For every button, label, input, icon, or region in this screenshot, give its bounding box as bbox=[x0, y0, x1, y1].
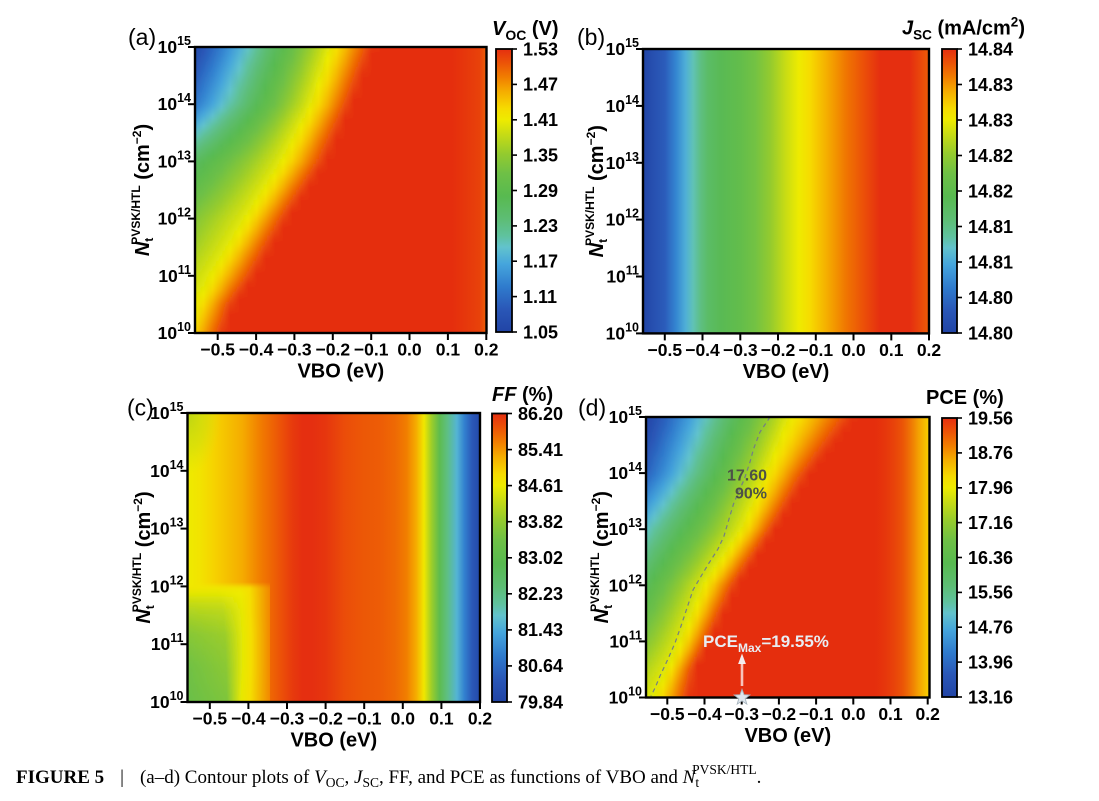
svg-text:1.53: 1.53 bbox=[523, 39, 558, 59]
svg-text:PCEMax=19.55%: PCEMax=19.55% bbox=[703, 632, 829, 655]
svg-text:13.96: 13.96 bbox=[968, 652, 1013, 672]
svg-text:FF (%): FF (%) bbox=[492, 384, 553, 406]
svg-text:86.20: 86.20 bbox=[518, 404, 563, 424]
svg-text:1.11: 1.11 bbox=[523, 287, 557, 307]
svg-text:16.36: 16.36 bbox=[968, 548, 1013, 568]
svg-text:0.2: 0.2 bbox=[917, 340, 942, 360]
svg-text:0.0: 0.0 bbox=[391, 709, 416, 729]
svg-text:13.16: 13.16 bbox=[968, 687, 1013, 707]
svg-text:1.47: 1.47 bbox=[523, 75, 558, 95]
svg-text:−0.2: −0.2 bbox=[316, 340, 351, 360]
svg-text:−0.4: −0.4 bbox=[239, 340, 274, 360]
svg-text:(d): (d) bbox=[578, 395, 606, 421]
svg-text:0.2: 0.2 bbox=[474, 340, 499, 360]
svg-text:14.82: 14.82 bbox=[968, 181, 1013, 201]
svg-text:−0.5: −0.5 bbox=[200, 340, 235, 360]
svg-text:79.84: 79.84 bbox=[518, 692, 563, 712]
svg-text:−0.4: −0.4 bbox=[685, 340, 720, 360]
svg-text:FIGURE 5|(a–d) Contour plots o: FIGURE 5 | (a–d) Contour plots of VOC, JSC… bbox=[16, 762, 761, 790]
svg-text:−0.1: −0.1 bbox=[799, 704, 834, 724]
svg-text:84.61: 84.61 bbox=[518, 476, 563, 496]
svg-text:−0.3: −0.3 bbox=[723, 340, 758, 360]
svg-text:JSC (mA/cm2): JSC (mA/cm2) bbox=[902, 15, 1025, 43]
svg-text:−0.5: −0.5 bbox=[648, 340, 683, 360]
svg-text:−0.4: −0.4 bbox=[687, 704, 722, 724]
svg-text:0.0: 0.0 bbox=[841, 704, 866, 724]
svg-text:17.16: 17.16 bbox=[968, 513, 1013, 533]
svg-text:14.83: 14.83 bbox=[968, 75, 1013, 95]
svg-text:NtPVSK/HTL (cm−2): NtPVSK/HTL (cm−2) bbox=[130, 491, 157, 623]
svg-text:NtPVSK/HTL (cm−2): NtPVSK/HTL (cm−2) bbox=[588, 491, 615, 623]
svg-text:−0.3: −0.3 bbox=[270, 709, 305, 729]
svg-text:14.81: 14.81 bbox=[968, 252, 1013, 272]
svg-text:14.83: 14.83 bbox=[968, 110, 1013, 130]
svg-text:(b): (b) bbox=[577, 24, 605, 50]
svg-text:0.1: 0.1 bbox=[436, 340, 461, 360]
svg-text:0.1: 0.1 bbox=[878, 704, 903, 724]
svg-text:VBO (eV): VBO (eV) bbox=[743, 361, 830, 383]
svg-text:−0.1: −0.1 bbox=[347, 709, 382, 729]
svg-text:14.84: 14.84 bbox=[968, 39, 1013, 59]
svg-text:14.81: 14.81 bbox=[968, 217, 1013, 237]
svg-text:80.64: 80.64 bbox=[518, 656, 563, 676]
svg-text:−0.4: −0.4 bbox=[231, 709, 266, 729]
svg-text:NtPVSK/HTL (cm−2): NtPVSK/HTL (cm−2) bbox=[129, 124, 156, 256]
svg-text:0.1: 0.1 bbox=[879, 340, 904, 360]
svg-text:−0.3: −0.3 bbox=[277, 340, 312, 360]
svg-text:14.82: 14.82 bbox=[968, 146, 1013, 166]
svg-text:18.76: 18.76 bbox=[968, 443, 1013, 463]
svg-text:0.0: 0.0 bbox=[397, 340, 422, 360]
svg-text:1.41: 1.41 bbox=[523, 110, 558, 130]
svg-text:82.23: 82.23 bbox=[518, 584, 563, 604]
svg-text:14.80: 14.80 bbox=[968, 323, 1013, 343]
svg-text:17.96: 17.96 bbox=[968, 478, 1013, 498]
svg-text:−0.2: −0.2 bbox=[308, 709, 343, 729]
svg-text:(c): (c) bbox=[127, 395, 154, 421]
svg-text:−0.2: −0.2 bbox=[761, 340, 796, 360]
svg-text:1.17: 1.17 bbox=[523, 252, 558, 272]
svg-text:14.76: 14.76 bbox=[968, 618, 1013, 638]
svg-text:−0.3: −0.3 bbox=[724, 704, 759, 724]
svg-text:0.2: 0.2 bbox=[468, 709, 493, 729]
svg-text:1.05: 1.05 bbox=[523, 322, 558, 342]
svg-text:90%: 90% bbox=[735, 486, 767, 503]
svg-text:0.2: 0.2 bbox=[916, 704, 941, 724]
svg-text:1.23: 1.23 bbox=[523, 216, 558, 236]
svg-text:−0.2: −0.2 bbox=[762, 704, 797, 724]
svg-text:15.56: 15.56 bbox=[968, 583, 1013, 603]
svg-text:0.0: 0.0 bbox=[841, 340, 866, 360]
svg-text:83.02: 83.02 bbox=[518, 548, 563, 568]
svg-text:0.1: 0.1 bbox=[429, 709, 454, 729]
svg-text:VBO (eV): VBO (eV) bbox=[744, 725, 831, 747]
svg-text:NtPVSK/HTL (cm−2): NtPVSK/HTL (cm−2) bbox=[583, 125, 610, 257]
svg-text:−0.5: −0.5 bbox=[193, 709, 228, 729]
svg-text:VBO (eV): VBO (eV) bbox=[290, 730, 377, 752]
svg-text:−0.1: −0.1 bbox=[354, 340, 389, 360]
svg-text:−0.1: −0.1 bbox=[799, 340, 834, 360]
svg-text:81.43: 81.43 bbox=[518, 620, 563, 640]
svg-text:PCE (%): PCE (%) bbox=[926, 387, 1004, 409]
svg-text:83.82: 83.82 bbox=[518, 512, 563, 532]
svg-text:85.41: 85.41 bbox=[518, 440, 563, 460]
svg-text:1.29: 1.29 bbox=[523, 181, 558, 201]
svg-text:VBO (eV): VBO (eV) bbox=[297, 361, 384, 383]
svg-text:(a): (a) bbox=[128, 24, 156, 50]
svg-text:14.80: 14.80 bbox=[968, 288, 1013, 308]
svg-text:1.35: 1.35 bbox=[523, 145, 558, 165]
svg-text:VOC (V): VOC (V) bbox=[492, 18, 559, 43]
svg-text:19.56: 19.56 bbox=[968, 408, 1013, 428]
svg-text:−0.5: −0.5 bbox=[650, 704, 685, 724]
svg-text:17.60: 17.60 bbox=[727, 468, 767, 485]
